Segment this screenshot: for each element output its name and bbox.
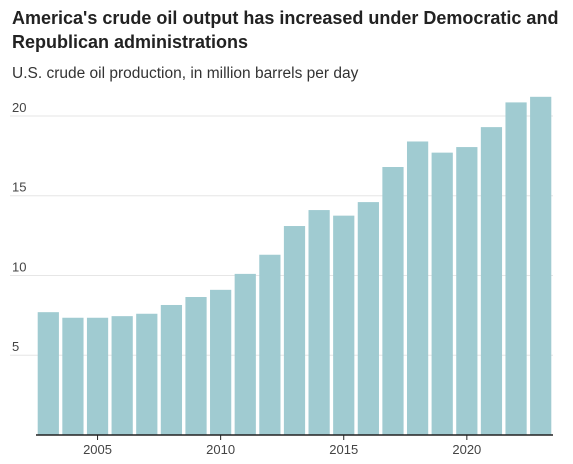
bar-2007 [136,313,158,435]
bar-2012 [259,254,281,435]
chart-title: America's crude oil output has increased… [12,8,559,52]
bar-2017 [382,167,404,435]
axis-layer: 2005 2010 2015 2020 [36,434,553,457]
bar-2010 [210,289,232,435]
bar-2008 [160,304,183,435]
bar-2015 [333,215,355,435]
bar-2022 [505,102,527,435]
bar-2009 [185,297,207,435]
bar-2014 [308,210,330,435]
chart-subtitle: U.S. crude oil production, in million ba… [12,65,359,82]
bar-2016 [357,202,379,435]
bar-2004 [62,317,84,435]
x-tick-label: 2015 [329,442,358,457]
bar-2023 [530,96,552,435]
bar-2011 [234,273,256,435]
bar-2021 [480,127,503,436]
bar-2006 [111,316,133,435]
y-tick-label: 10 [12,259,26,274]
bar-2018 [406,141,429,436]
y-tick-label: 20 [12,100,26,115]
bar-2020 [456,147,478,435]
x-tick-label: 2010 [206,442,235,457]
x-tick-label: 2020 [452,442,481,457]
bar-2013 [283,226,306,435]
bars-layer [37,96,552,436]
y-tick-label: 5 [12,339,19,354]
bar-2019 [431,152,453,435]
bar-2005 [86,317,109,435]
y-tick-label: 15 [12,180,26,195]
x-tick-label: 2005 [83,442,112,457]
bar-2003 [37,312,59,435]
